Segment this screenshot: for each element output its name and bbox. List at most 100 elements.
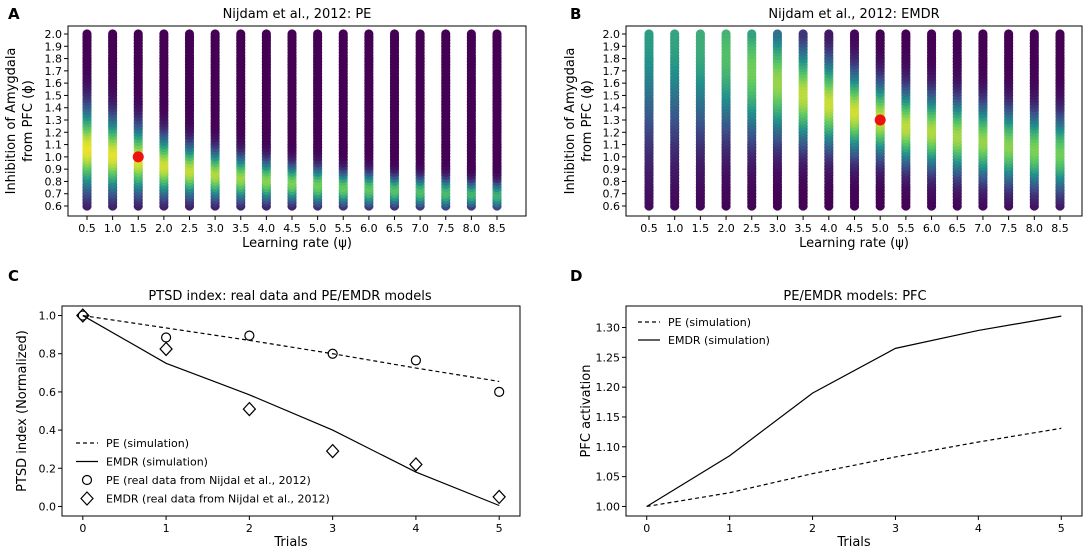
y-tick-label: 0.7 bbox=[45, 188, 63, 201]
a-point-1 bbox=[108, 29, 118, 39]
a-point-5 bbox=[313, 29, 323, 39]
panel-b-y-ticks: 0.60.70.80.91.01.11.21.31.41.51.61.71.81… bbox=[603, 28, 626, 213]
panel-d-xlabel: Trials bbox=[836, 535, 871, 550]
emdr-real-data-point bbox=[76, 308, 90, 323]
y-tick-label: 1.4 bbox=[603, 102, 621, 115]
panel-b-x-ticks: 0.5 1.0 1.5 2.0 2.5 3.0 3.5 4.0 4.5 5.0 5.5 6.0 6.5 7… bbox=[640, 216, 1069, 235]
b-point-5.5 bbox=[901, 29, 911, 39]
y-tick-label: 1.4 bbox=[45, 102, 63, 115]
panel-a-y-ticks: 0.60.70.80.91.01.11.21.31.41.51.61.71.81… bbox=[45, 28, 68, 213]
y-tick-label: 1.7 bbox=[45, 65, 63, 78]
panel-b-ylabel-line1: Inhibition of Amygdala bbox=[563, 48, 578, 195]
a-point-3 bbox=[210, 29, 220, 39]
x-tick-label: 2 bbox=[809, 522, 816, 535]
x-tick-label: 1.0 bbox=[104, 222, 122, 235]
y-tick-label: 1.1 bbox=[603, 139, 621, 152]
optimum-marker bbox=[132, 151, 144, 163]
y-tick-label: 0.8 bbox=[45, 175, 63, 188]
x-tick-label: 1 bbox=[726, 522, 733, 535]
y-tick-label: 0.8 bbox=[603, 175, 621, 188]
panel-d-ylabel: PFC activation bbox=[579, 365, 594, 458]
x-tick-label: 7.0 bbox=[974, 222, 992, 235]
x-tick-label: 2.0 bbox=[717, 222, 735, 235]
panel-d-letter: D bbox=[570, 267, 582, 285]
a-point-1.5 bbox=[133, 29, 143, 39]
x-tick-label: 8.5 bbox=[1051, 222, 1069, 235]
x-tick-label: 0.5 bbox=[640, 222, 658, 235]
x-tick-label: 7.5 bbox=[437, 222, 455, 235]
y-tick-label: 1.0 bbox=[603, 151, 621, 164]
pe-real-data-point bbox=[77, 310, 88, 321]
y-tick-label: 1.8 bbox=[603, 53, 621, 66]
pe-real-data-point bbox=[244, 330, 255, 341]
panel-b-title: Nijdam et al., 2012: EMDR bbox=[768, 7, 939, 22]
x-tick-label: 4.0 bbox=[820, 222, 838, 235]
panel-a: A Nijdam et al., 2012: PE 0.5 1.0 1.5 2.0 2.… bbox=[4, 5, 527, 251]
x-tick-label: 6.5 bbox=[949, 222, 967, 235]
panel-c-title: PTSD index: real data and PE/EMDR models bbox=[148, 289, 432, 304]
x-tick-label: 3 bbox=[892, 522, 899, 535]
y-tick-label: 0.6 bbox=[39, 386, 57, 399]
panel-a-x-ticks: 0.5 1.0 1.5 2.0 2.5 3.0 3.5 4.0 4.5 5.0 5.5 6.0 6.5 7… bbox=[78, 216, 506, 235]
y-tick-label: 2.0 bbox=[45, 28, 63, 41]
panel-a-ylabel-line2: from PFC (ϕ) bbox=[21, 80, 36, 162]
a-point-4 bbox=[261, 29, 271, 39]
x-tick-label: 1 bbox=[163, 522, 170, 535]
y-tick-label: 1.7 bbox=[603, 65, 621, 78]
y-tick-label: 1.0 bbox=[45, 151, 63, 164]
panel-b-ylabel-line2: from PFC (ϕ) bbox=[580, 80, 595, 162]
x-tick-label: 8.0 bbox=[1026, 222, 1044, 235]
y-tick-label: 1.00 bbox=[596, 500, 621, 513]
x-tick-label: 5.0 bbox=[871, 222, 889, 235]
emdr-real-data-point bbox=[325, 443, 340, 459]
b-point-4 bbox=[824, 29, 834, 39]
y-tick-label: 1.1 bbox=[45, 139, 63, 152]
x-tick-label: 4.0 bbox=[258, 222, 276, 235]
pe-simulation-line bbox=[82, 314, 500, 383]
x-tick-label: 7.5 bbox=[1000, 222, 1018, 235]
x-tick-label: 3.0 bbox=[206, 222, 224, 235]
panel-a-marks bbox=[82, 29, 502, 211]
panel-d-axes bbox=[625, 305, 1083, 517]
x-tick-label: 4.5 bbox=[283, 222, 301, 235]
emdr-simulation-line bbox=[646, 315, 1062, 507]
b-point-2.5 bbox=[747, 29, 757, 39]
x-tick-label: 5.0 bbox=[309, 222, 327, 235]
panel-c-x-ticks: 0 1 2 3 4 5 bbox=[79, 516, 503, 535]
x-tick-label: 5 bbox=[496, 522, 503, 535]
y-tick-label: 0.2 bbox=[39, 462, 57, 475]
y-tick-label: 1.9 bbox=[45, 40, 63, 53]
panel-d-marks bbox=[646, 315, 1062, 508]
x-tick-label: 2.5 bbox=[743, 222, 761, 235]
x-tick-label: 8.5 bbox=[488, 222, 506, 235]
pe-real-data-point bbox=[160, 332, 172, 343]
y-tick-label: 0.6 bbox=[603, 200, 621, 213]
y-tick-label: 1.6 bbox=[45, 77, 63, 90]
emdr-real-data-point bbox=[159, 341, 173, 357]
a-point-8 bbox=[466, 29, 476, 39]
panel-c-marks bbox=[76, 308, 506, 507]
panel-d: D PE/EMDR models: PFC 0 1 2 3 4 5 1.00 1.05 1.1… bbox=[570, 267, 1083, 550]
a-point-8.5 bbox=[492, 29, 502, 39]
y-tick-label: 1.0 bbox=[39, 310, 57, 323]
a-point-6.5 bbox=[389, 29, 400, 39]
pe-legend-symbol bbox=[81, 474, 93, 486]
x-tick-label: 5.5 bbox=[897, 222, 915, 235]
x-tick-label: 8.0 bbox=[463, 222, 481, 235]
b-point-2 bbox=[721, 29, 731, 39]
y-tick-label: 0.4 bbox=[39, 424, 57, 437]
x-tick-label: 4 bbox=[975, 522, 982, 535]
b-point-6 bbox=[926, 29, 937, 39]
y-tick-label: 0.0 bbox=[39, 500, 57, 513]
panel-c-xlabel: Trials bbox=[273, 535, 308, 550]
y-tick-label: 0.8 bbox=[39, 348, 57, 361]
x-tick-label: 2.0 bbox=[155, 222, 173, 235]
pe-real-data-point bbox=[494, 386, 505, 398]
y-tick-label: 1.5 bbox=[603, 89, 621, 102]
x-tick-label: 1.5 bbox=[130, 222, 148, 235]
a-point-0.5 bbox=[82, 29, 92, 39]
a-point-4.5 bbox=[287, 29, 297, 39]
x-tick-label: 4 bbox=[412, 522, 419, 535]
b-point-8.5 bbox=[1055, 29, 1065, 39]
